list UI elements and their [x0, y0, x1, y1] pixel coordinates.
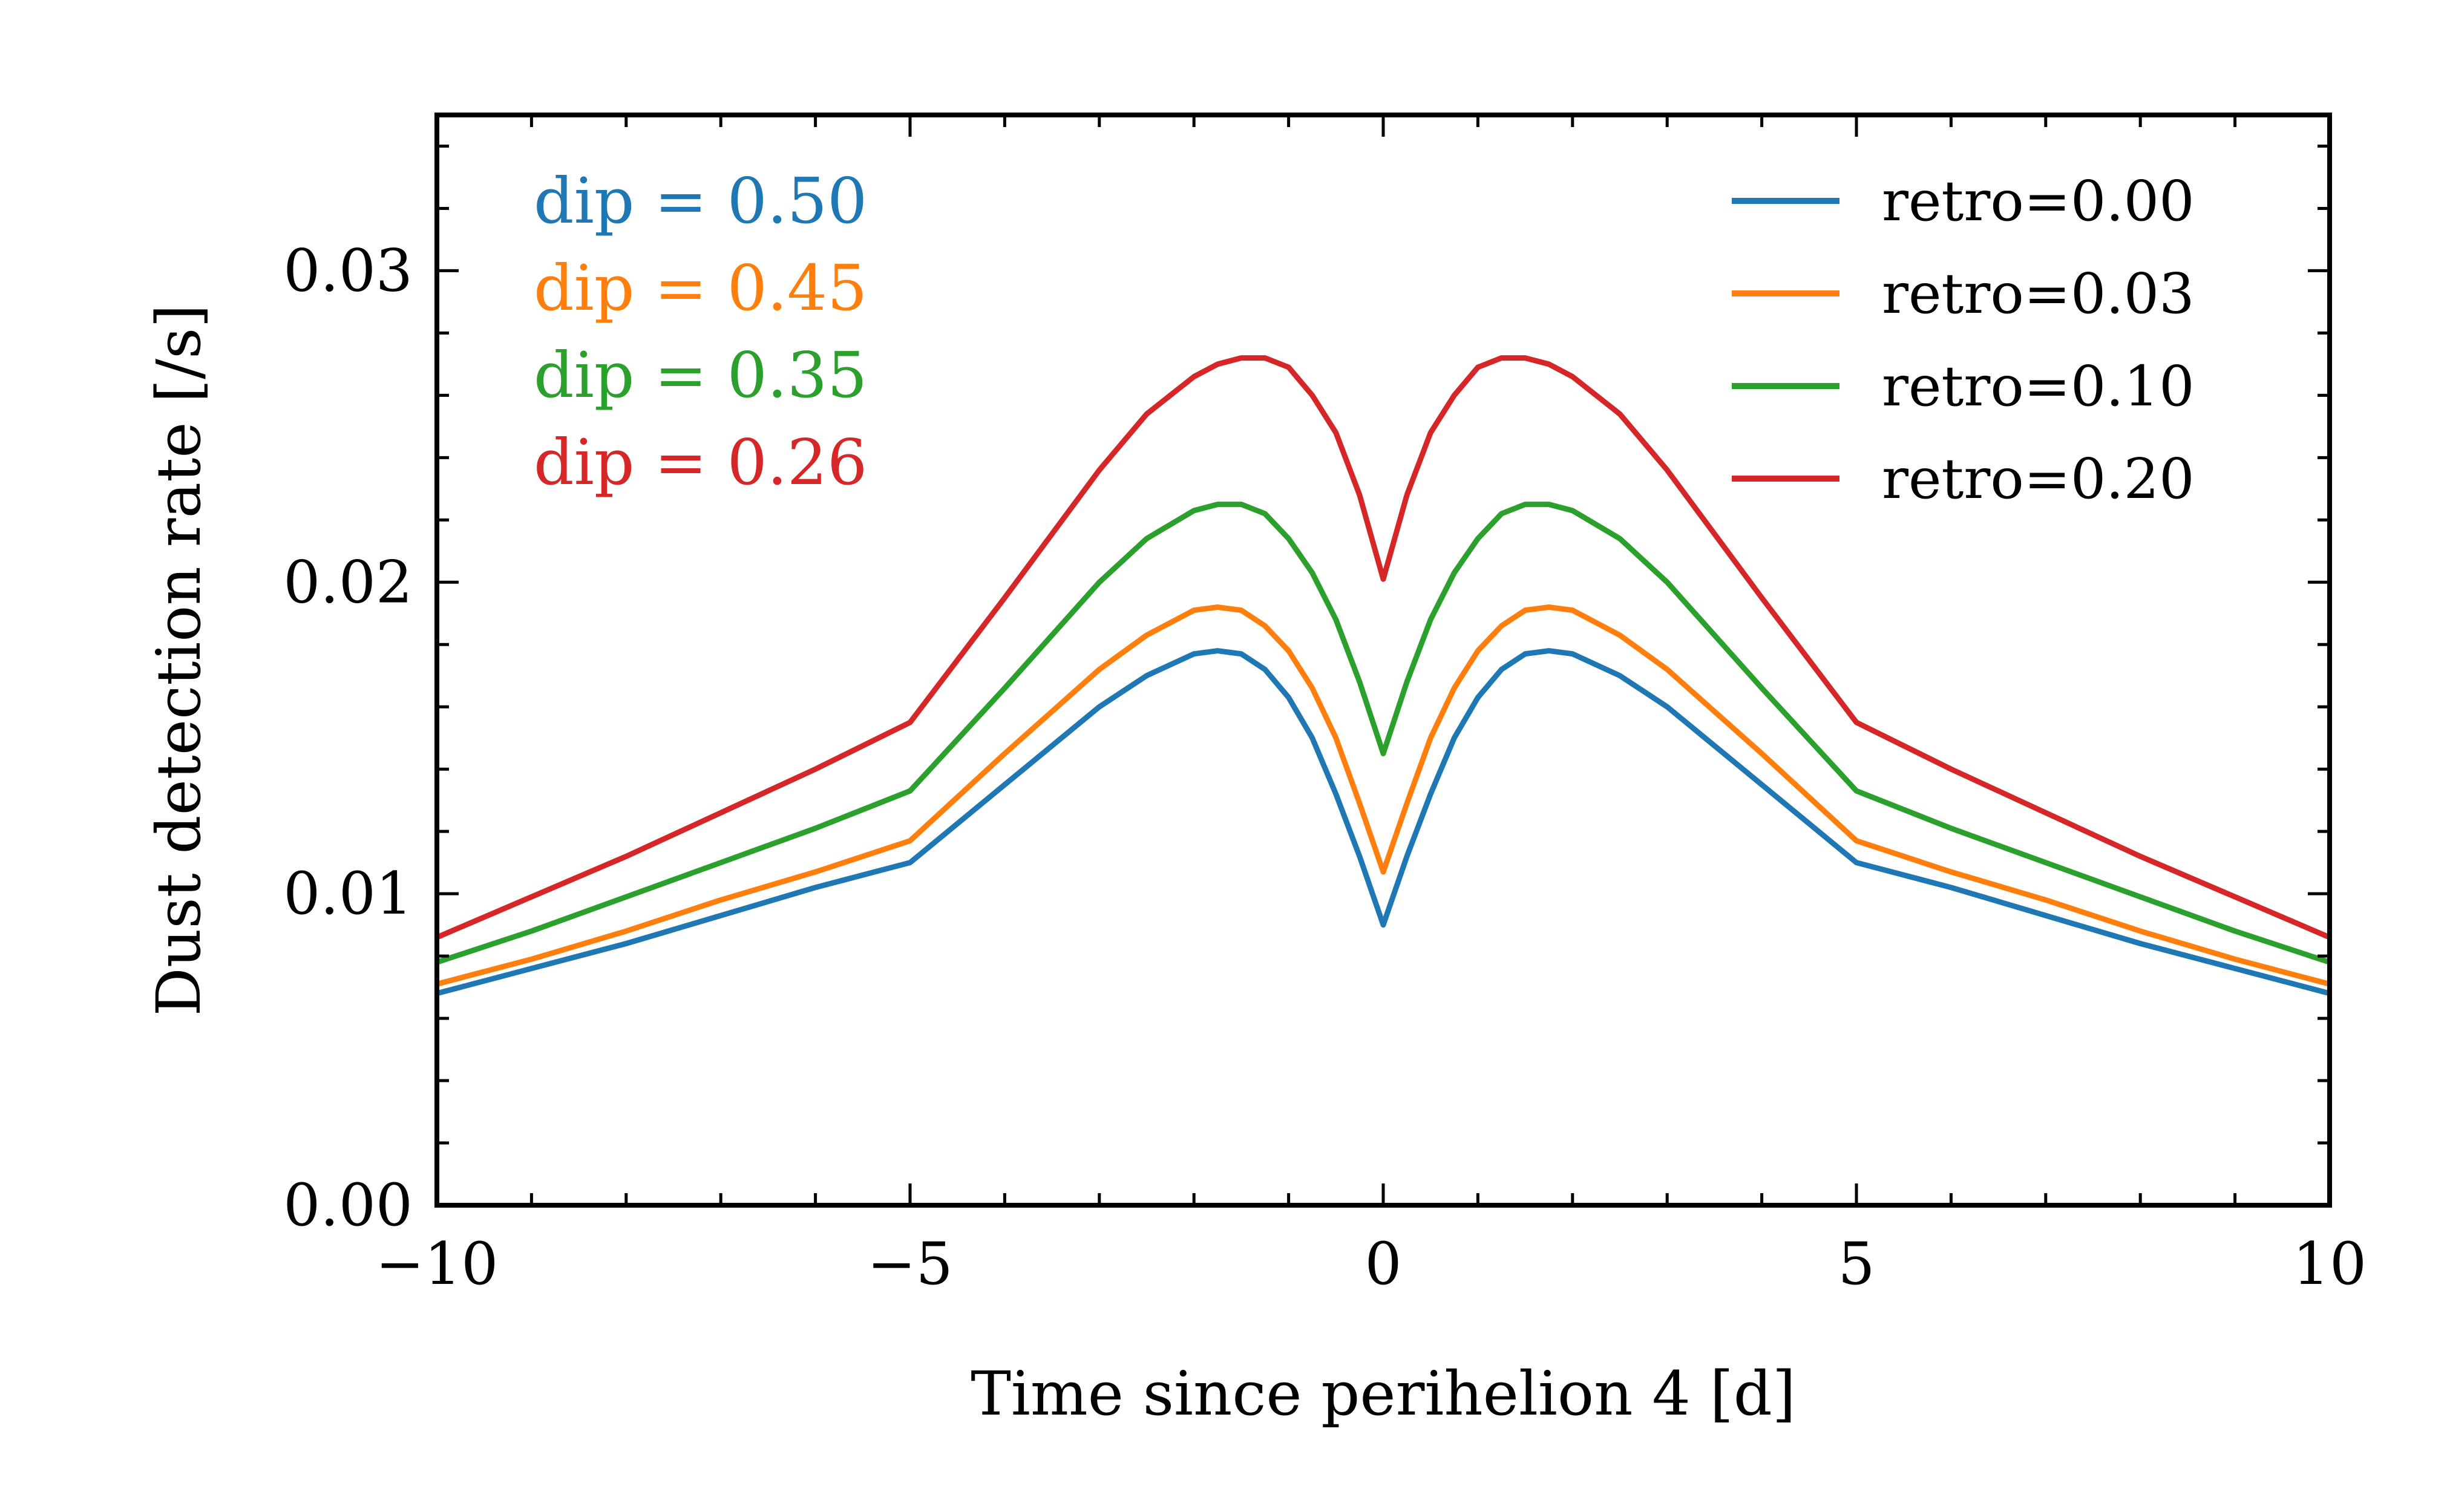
x-tick-label: −10 [376, 1230, 499, 1298]
tick-labels-layer: −10 −5 0 5 10 0.00 0.01 0.02 0.03 [283, 237, 2367, 1298]
series-line-0 [436, 648, 2331, 997]
dip-annotation: dip = 0.35 [534, 338, 867, 412]
legend: retro=0.00 retro=0.03 retro=0.10 retro=0.20 [1732, 169, 2195, 511]
series-line-3 [436, 355, 2331, 940]
y-tick-label: 0.03 [283, 237, 413, 304]
dip-annotation: dip = 0.50 [534, 164, 867, 238]
x-tick-label: −5 [867, 1230, 953, 1298]
legend-label: retro=0.03 [1882, 261, 2195, 326]
y-tick-label: 0.01 [283, 860, 413, 928]
legend-label: retro=0.20 [1882, 447, 2195, 511]
series-line-1 [436, 604, 2331, 987]
y-axis-label: Dust detection rate [/s] [143, 304, 214, 1016]
x-tick-label: 0 [1364, 1230, 1401, 1298]
legend-label: retro=0.10 [1882, 354, 2195, 419]
dip-annotations: dip = 0.50 dip = 0.45 dip = 0.35 dip = 0.26 [534, 164, 867, 499]
x-tick-label: 10 [2293, 1230, 2367, 1298]
x-tick-label: 5 [1838, 1230, 1875, 1298]
series-layer [436, 355, 2331, 997]
y-tick-label: 0.00 [283, 1171, 413, 1239]
plot-frame [434, 113, 2332, 1208]
dip-annotation: dip = 0.26 [534, 425, 867, 499]
dip-annotation: dip = 0.45 [534, 251, 867, 325]
x-axis-label: Time since perihelion 4 [d] [971, 1358, 1796, 1429]
legend-label: retro=0.00 [1882, 169, 2195, 234]
series-line-2 [436, 502, 2331, 965]
y-tick-label: 0.02 [283, 548, 413, 616]
